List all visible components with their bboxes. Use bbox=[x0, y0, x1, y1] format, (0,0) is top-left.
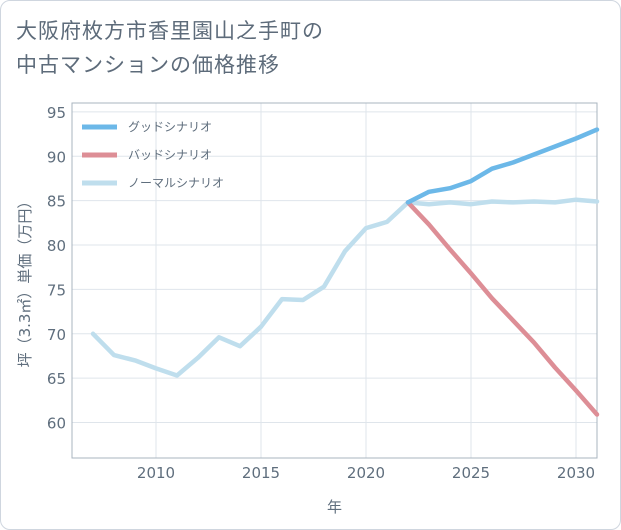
y-axis-label: 坪（3.3㎡）単価（万円） bbox=[16, 194, 34, 368]
series-line-normal bbox=[90, 197, 600, 378]
x-tick-label: 2025 bbox=[452, 464, 490, 482]
series-line-good bbox=[405, 127, 600, 205]
grid bbox=[72, 103, 597, 458]
legend-label: バッドシナリオ bbox=[128, 148, 212, 162]
y-tick-label: 65 bbox=[47, 370, 66, 388]
series-lines bbox=[90, 127, 600, 417]
chart-title-line-2: 中古マンションの価格推移 bbox=[16, 53, 280, 77]
x-tick-label: 2020 bbox=[347, 464, 385, 482]
y-axis-ticks: 60 65 70 75 80 85 90 95 bbox=[47, 104, 66, 433]
y-tick-label: 90 bbox=[47, 148, 66, 166]
chart-title-line-1: 大阪府枚方市香里園山之手町の bbox=[16, 19, 324, 43]
y-tick-label: 60 bbox=[47, 415, 66, 433]
x-axis-ticks: 2010 2015 2020 2025 2030 bbox=[137, 464, 595, 482]
y-tick-label: 75 bbox=[47, 281, 66, 299]
x-tick-label: 2010 bbox=[137, 464, 175, 482]
y-tick-label: 70 bbox=[47, 326, 66, 344]
x-axis-label: 年 bbox=[327, 498, 342, 516]
legend-label: ノーマルシナリオ bbox=[128, 176, 224, 190]
chart-title: 大阪府枚方市香里園山之手町の 中古マンションの価格推移 bbox=[16, 14, 324, 82]
series-line-bad bbox=[405, 200, 600, 417]
plot-area-border bbox=[71, 102, 598, 459]
y-tick-label: 85 bbox=[47, 193, 66, 211]
x-tick-label: 2030 bbox=[557, 464, 595, 482]
x-tick-label: 2015 bbox=[242, 464, 280, 482]
legend-label: グッドシナリオ bbox=[128, 120, 212, 134]
y-tick-label: 80 bbox=[47, 237, 66, 255]
y-tick-label: 95 bbox=[47, 104, 66, 122]
